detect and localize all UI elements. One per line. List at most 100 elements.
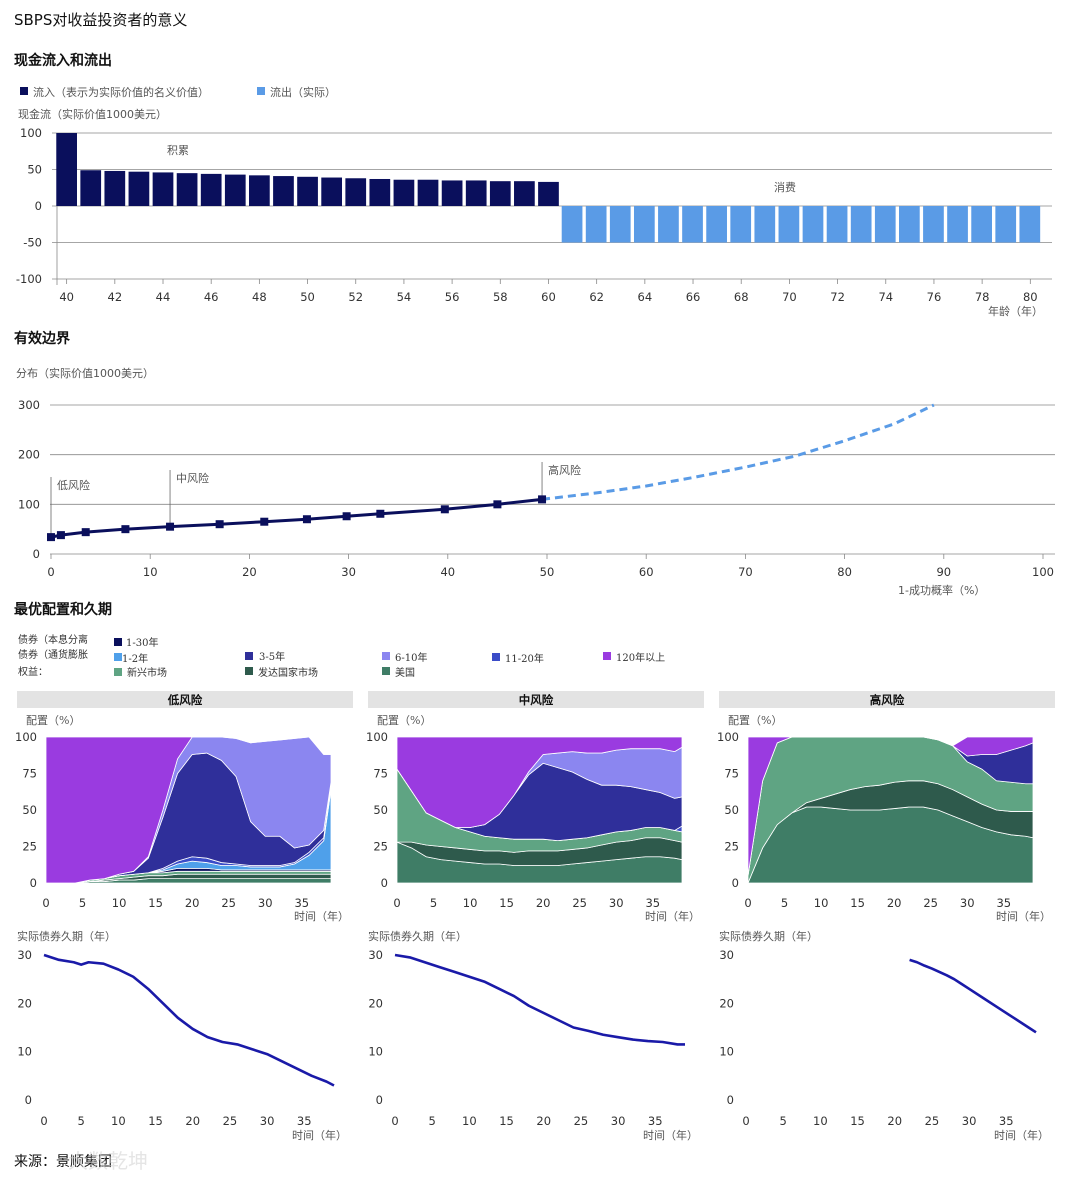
inflow-bar bbox=[176, 173, 198, 206]
inflow-bar bbox=[249, 175, 270, 206]
outflow-bar bbox=[633, 206, 655, 243]
allocation-y-tick: 0 bbox=[732, 876, 739, 890]
annotation-consume: 消费 bbox=[774, 180, 796, 194]
allocation-x-tick: 0 bbox=[744, 896, 751, 910]
inflow-bar bbox=[56, 133, 77, 206]
legend-3-5: 3-5年 bbox=[259, 650, 285, 663]
cashflow-x-tick: 46 bbox=[204, 290, 219, 304]
inflow-bar bbox=[514, 181, 535, 206]
allocation-area-b120 bbox=[45, 736, 331, 884]
risk-marker-label: 中风险 bbox=[176, 471, 209, 485]
duration-x-tick: 0 bbox=[40, 1114, 47, 1128]
allocation-x-tick: 15 bbox=[499, 896, 514, 910]
legend-swatch-em bbox=[114, 668, 122, 676]
inflow-bar bbox=[273, 176, 294, 206]
allocation-x-label: 时间（年） bbox=[996, 909, 1051, 923]
allocation-y-label: 配置（%） bbox=[728, 714, 782, 727]
outflow-bar bbox=[778, 206, 800, 243]
cashflow-y-tick: -50 bbox=[23, 236, 42, 250]
frontier-point bbox=[47, 533, 55, 542]
duration-y-tick: 20 bbox=[17, 996, 32, 1010]
legend-1-30: 1-30年 bbox=[126, 636, 158, 649]
legend-us: 美国 bbox=[395, 666, 415, 679]
allocation-x-tick: 10 bbox=[814, 896, 829, 910]
duration-x-tick: 20 bbox=[185, 1114, 200, 1128]
allocation-x-label: 时间（年） bbox=[294, 909, 349, 923]
outflow-bar bbox=[826, 206, 848, 243]
inflow-bar bbox=[321, 177, 343, 206]
cashflow-x-tick: 48 bbox=[252, 290, 267, 304]
duration-x-tick: 5 bbox=[78, 1114, 85, 1128]
duration-x-tick: 30 bbox=[611, 1114, 626, 1128]
source-note: 来源：景顺集团 bbox=[14, 1153, 112, 1170]
cashflow-x-tick: 52 bbox=[348, 290, 363, 304]
allocation-x-tick: 15 bbox=[148, 896, 163, 910]
duration-y-tick: 30 bbox=[719, 948, 734, 962]
cashflow-x-tick: 80 bbox=[1023, 290, 1038, 304]
duration-x-tick: 35 bbox=[999, 1114, 1014, 1128]
legend-group-strips: 债券（本息分离 bbox=[18, 633, 88, 646]
frontier-x-tick: 30 bbox=[341, 565, 356, 579]
allocation-y-tick: 75 bbox=[724, 767, 739, 781]
allocation-y-tick: 50 bbox=[22, 803, 37, 817]
inflow-bar bbox=[393, 179, 415, 206]
allocation-x-tick: 25 bbox=[572, 896, 587, 910]
frontier-point bbox=[81, 528, 90, 537]
duration-x-tick: 15 bbox=[850, 1114, 865, 1128]
cashflow-x-tick: 62 bbox=[589, 290, 604, 304]
cashflow-x-tick: 50 bbox=[300, 290, 315, 304]
outflow-bar bbox=[658, 206, 679, 243]
allocation-x-tick: 25 bbox=[221, 896, 236, 910]
duration-y-tick: 10 bbox=[719, 1045, 734, 1059]
frontier-point bbox=[538, 495, 547, 504]
panel-header-title: 高风险 bbox=[870, 693, 905, 707]
inflow-bar bbox=[104, 170, 126, 206]
duration-x-tick: 0 bbox=[391, 1114, 398, 1128]
frontier-y-tick: 300 bbox=[18, 398, 40, 412]
duration-y-tick: 30 bbox=[368, 948, 383, 962]
inflow-bar bbox=[489, 181, 511, 206]
outflow-bar bbox=[585, 206, 607, 243]
frontier-x-tick: 40 bbox=[440, 565, 455, 579]
allocation-y-tick: 75 bbox=[373, 767, 388, 781]
cashflow-x-tick: 76 bbox=[927, 290, 942, 304]
duration-y-label: 实际债券久期（年） bbox=[17, 929, 116, 943]
legend-outflow-label: 流出（实际） bbox=[270, 85, 336, 99]
outflow-bar bbox=[947, 206, 968, 243]
duration-x-tick: 15 bbox=[148, 1114, 163, 1128]
allocation-y-label: 配置（%） bbox=[377, 714, 431, 727]
inflow-bar bbox=[200, 173, 222, 206]
frontier-point bbox=[215, 520, 224, 529]
duration-x-tick: 10 bbox=[813, 1114, 828, 1128]
duration-x-tick: 10 bbox=[111, 1114, 126, 1128]
frontier-x-tick: 60 bbox=[639, 565, 654, 579]
allocation-y-tick: 100 bbox=[366, 730, 388, 744]
allocation-legend: 债券（本息分离 债券（通货膨胀 权益： 1-30年 1-2年 3-5年 6-10… bbox=[18, 633, 665, 679]
outflow-bar bbox=[898, 206, 920, 243]
allocation-y-tick: 100 bbox=[15, 730, 37, 744]
duration-y-tick: 0 bbox=[376, 1093, 383, 1107]
allocation-area-b120 bbox=[396, 736, 683, 828]
inflow-bar bbox=[128, 171, 150, 206]
legend-group-inflation: 债券（通货膨胀 bbox=[18, 648, 88, 661]
cashflow-x-tick: 68 bbox=[734, 290, 749, 304]
allocation-x-tick: 5 bbox=[430, 896, 437, 910]
duration-x-tick: 15 bbox=[499, 1114, 514, 1128]
outflow-bar bbox=[850, 206, 872, 243]
inflow-bar bbox=[465, 180, 487, 206]
legend-dev: 发达国家市场 bbox=[258, 666, 318, 679]
frontier-point bbox=[342, 512, 351, 521]
outflow-bar bbox=[706, 206, 727, 243]
frontier-y-tick: 100 bbox=[18, 497, 40, 511]
outflow-bar bbox=[1019, 206, 1041, 243]
panel-header-title: 低风险 bbox=[167, 693, 203, 707]
inflow-bar bbox=[345, 178, 367, 206]
allocation-y-label: 配置（%） bbox=[26, 714, 80, 727]
duration-x-tick: 5 bbox=[780, 1114, 787, 1128]
allocation-x-tick: 15 bbox=[850, 896, 865, 910]
watermark-text: 大数乾坤 bbox=[68, 1149, 148, 1173]
panel-header-bg bbox=[17, 691, 353, 708]
outflow-bar bbox=[561, 206, 583, 243]
frontier-point bbox=[302, 515, 311, 524]
